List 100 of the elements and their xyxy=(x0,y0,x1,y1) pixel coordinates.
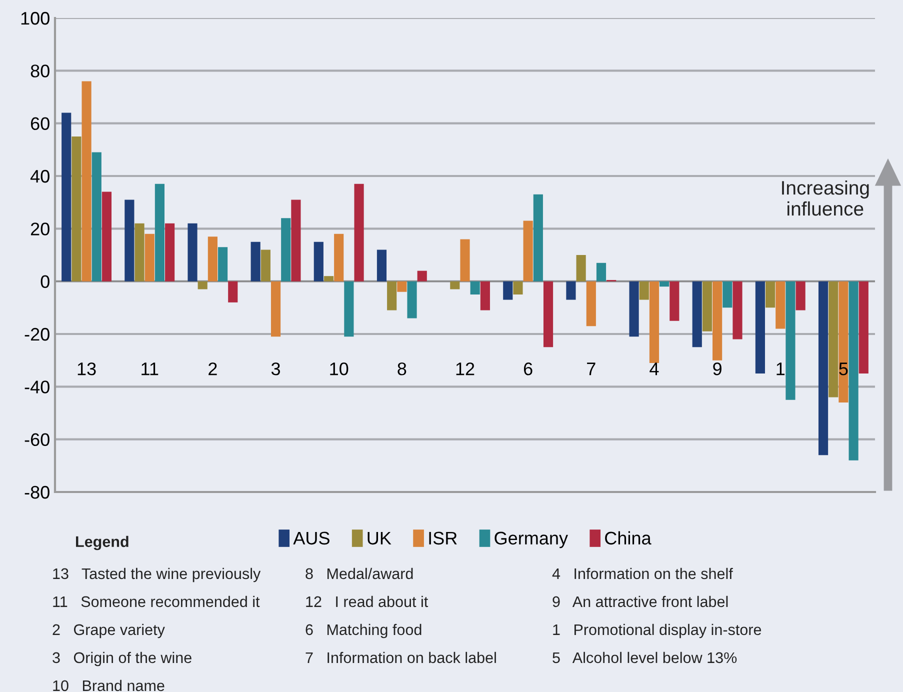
bar xyxy=(692,281,702,348)
text: Legend xyxy=(76,536,128,550)
bar xyxy=(134,223,144,282)
x-tick-label: 12 xyxy=(456,362,474,376)
bar xyxy=(387,281,397,310)
bar xyxy=(786,281,796,400)
text: 4 Information on the shelf xyxy=(552,568,733,580)
x-tick-label: 8 xyxy=(398,362,406,376)
text: 11 Someone recommended it xyxy=(53,596,260,608)
bar xyxy=(291,200,301,282)
bar xyxy=(354,184,364,282)
annotation: Increasing influence xyxy=(782,180,869,216)
x-tick-label: 1 xyxy=(776,362,785,376)
text: 2 Grape variety xyxy=(52,624,165,638)
bar xyxy=(776,281,786,329)
x-tick-label: 4 xyxy=(650,362,659,376)
bar xyxy=(712,281,722,360)
bar xyxy=(639,281,649,300)
bar xyxy=(523,220,533,282)
bar xyxy=(260,250,270,282)
text: 10 Brand name xyxy=(53,680,164,692)
text: 3 Origin of the wine xyxy=(52,652,192,666)
bar xyxy=(270,281,281,337)
bar xyxy=(208,236,218,282)
text: 8 Medal/award xyxy=(306,568,413,580)
bar xyxy=(670,281,680,321)
y-tick-label: -20 xyxy=(24,328,50,341)
bar xyxy=(503,281,513,300)
bar xyxy=(72,136,82,282)
bar xyxy=(228,281,238,302)
bar xyxy=(576,255,586,282)
x-tick-label: 7 xyxy=(587,362,596,376)
bar xyxy=(188,223,198,282)
y-tick-label: 60 xyxy=(30,117,50,130)
bar xyxy=(314,242,324,282)
x-tick-label: 11 xyxy=(142,362,158,376)
legend-label: ISR xyxy=(429,532,457,545)
text: 12 I read about it xyxy=(306,596,428,608)
text: 9 An attractive front label xyxy=(552,596,728,608)
y-tick-label: 40 xyxy=(30,170,50,183)
bar xyxy=(796,281,806,310)
x-tick-label: 5 xyxy=(839,362,848,376)
bar xyxy=(324,276,334,282)
y-tick-label: -60 xyxy=(24,433,50,446)
y-tick-label: -40 xyxy=(24,380,50,394)
bar xyxy=(407,281,417,318)
bar xyxy=(154,184,164,282)
bar xyxy=(513,281,523,294)
bar xyxy=(376,250,387,282)
bar xyxy=(722,281,732,308)
y-tick-label: 80 xyxy=(30,64,50,78)
bar xyxy=(533,194,543,282)
bar xyxy=(397,281,407,292)
bar xyxy=(281,218,291,282)
bar xyxy=(755,281,765,374)
bar xyxy=(460,239,470,282)
bar xyxy=(250,242,260,282)
bar xyxy=(596,262,606,282)
text: 1 Promotional display in-store xyxy=(553,624,762,638)
bar xyxy=(543,281,554,348)
bar xyxy=(629,281,639,337)
x-tick-label: 13 xyxy=(78,362,96,376)
legend-label: UK xyxy=(368,532,392,545)
bar xyxy=(480,281,490,310)
y-tick-label: 20 xyxy=(30,222,50,236)
x-tick-label: 3 xyxy=(271,362,280,376)
bar xyxy=(82,81,92,282)
x-tick-label: 10 xyxy=(330,362,348,376)
x-tick-label: 9 xyxy=(713,362,722,376)
bar xyxy=(124,200,134,282)
legend-label: China xyxy=(605,531,652,545)
bar xyxy=(417,270,427,282)
bar xyxy=(198,281,208,290)
bar xyxy=(102,192,112,282)
bar xyxy=(165,223,175,282)
x-tick-label: 2 xyxy=(208,362,217,376)
legend-label: AUS xyxy=(293,532,330,545)
bar xyxy=(92,152,102,282)
bar xyxy=(732,281,742,340)
bar xyxy=(838,281,848,402)
y-tick-label: 0 xyxy=(40,275,50,288)
bar xyxy=(334,234,344,282)
x-tick-label: 6 xyxy=(524,362,532,376)
legend-label: Germany xyxy=(494,532,568,548)
bar xyxy=(858,281,868,374)
bar xyxy=(828,281,838,398)
bar xyxy=(586,281,596,326)
bar xyxy=(470,281,480,294)
bar xyxy=(660,281,670,287)
bar xyxy=(218,247,228,282)
bar xyxy=(344,281,354,337)
bar xyxy=(649,281,660,363)
y-tick-label: -80 xyxy=(24,486,50,499)
bar xyxy=(766,281,776,308)
bar xyxy=(62,112,72,282)
text: 13 Tasted the wine previously xyxy=(53,568,261,582)
bar xyxy=(144,234,154,282)
text: 7 Information on back label xyxy=(306,652,496,664)
bar xyxy=(702,281,712,332)
y-tick-label: 100 xyxy=(21,12,50,25)
